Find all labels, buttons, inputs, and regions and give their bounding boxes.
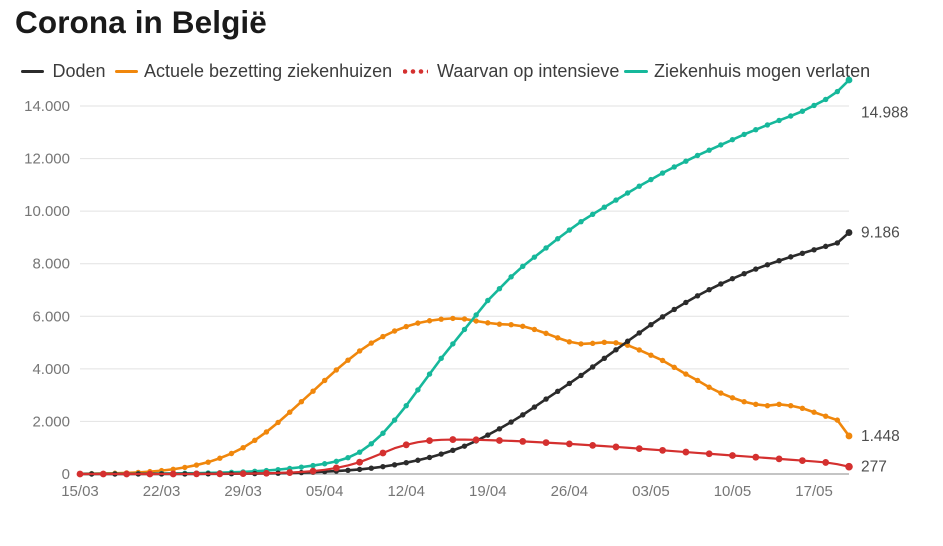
svg-text:4.000: 4.000 <box>32 361 70 378</box>
svg-text:14.988: 14.988 <box>861 105 908 122</box>
svg-text:10/05: 10/05 <box>714 483 752 500</box>
svg-text:10.000: 10.000 <box>24 203 70 220</box>
svg-text:277: 277 <box>861 459 887 476</box>
svg-text:14.000: 14.000 <box>24 98 70 115</box>
svg-text:15/03: 15/03 <box>61 483 99 500</box>
svg-text:0: 0 <box>62 466 70 483</box>
svg-text:9.186: 9.186 <box>861 225 900 242</box>
svg-text:19/04: 19/04 <box>469 483 507 500</box>
svg-text:2.000: 2.000 <box>32 413 70 430</box>
svg-text:12.000: 12.000 <box>24 151 70 168</box>
svg-text:17/05: 17/05 <box>795 483 833 500</box>
svg-text:03/05: 03/05 <box>632 483 670 500</box>
svg-text:12/04: 12/04 <box>387 483 425 500</box>
svg-text:1.448: 1.448 <box>861 428 900 445</box>
svg-text:29/03: 29/03 <box>224 483 262 500</box>
svg-text:8.000: 8.000 <box>32 256 70 273</box>
svg-text:05/04: 05/04 <box>306 483 344 500</box>
svg-text:6.000: 6.000 <box>32 308 70 325</box>
svg-text:22/03: 22/03 <box>143 483 181 500</box>
svg-text:26/04: 26/04 <box>551 483 589 500</box>
